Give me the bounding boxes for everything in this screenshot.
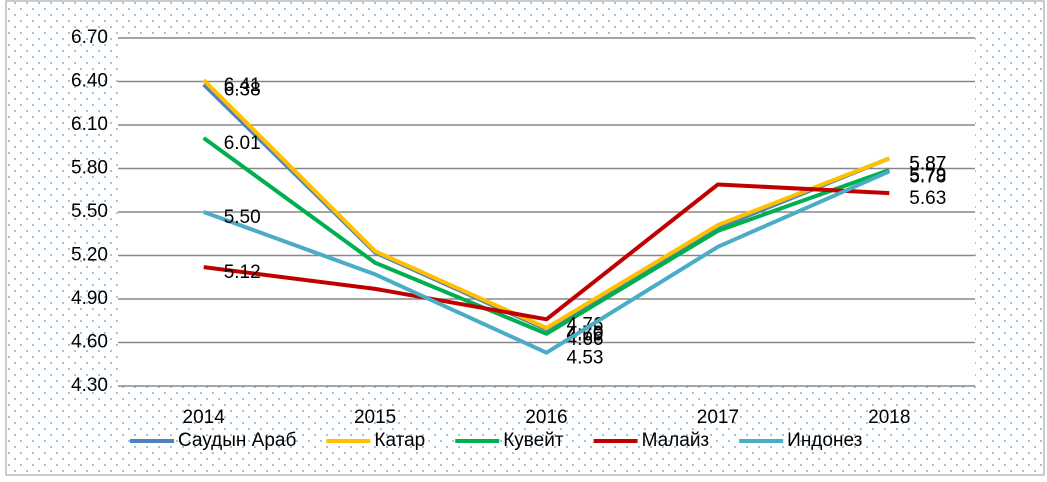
y-tick-label: 5.50 — [71, 201, 108, 222]
legend-label: Саудын Араб — [178, 430, 296, 451]
data-label: 5.87 — [909, 153, 946, 174]
x-tick-label: 2014 — [183, 407, 226, 428]
legend-label: Катар — [374, 430, 425, 451]
x-tick-label: 2015 — [354, 407, 396, 428]
data-label: 4.70 — [567, 323, 604, 344]
y-tick-label: 5.80 — [71, 158, 108, 179]
data-label: 4.69 — [567, 324, 604, 345]
legend-label: Малайз — [642, 430, 710, 451]
x-tick-label: 2016 — [525, 407, 567, 428]
data-label: 5.79 — [909, 165, 946, 186]
data-label: 6.01 — [224, 133, 261, 154]
y-tick-label: 4.90 — [71, 288, 108, 309]
legend-label: Индонез — [787, 430, 862, 451]
data-label: 4.76 — [567, 314, 604, 335]
y-tick-label: 5.20 — [71, 245, 108, 266]
y-tick-label: 6.10 — [71, 114, 108, 135]
y-tick-label: 6.70 — [71, 27, 108, 48]
data-label: 5.50 — [224, 207, 261, 228]
x-tick-label: 2018 — [868, 407, 910, 428]
line — [202, 136, 890, 336]
y-tick-label: 6.40 — [71, 71, 108, 92]
legend-label: Кувейт — [503, 430, 564, 451]
data-label: 6.38 — [224, 79, 261, 100]
data-label: 6.41 — [224, 75, 261, 96]
line — [202, 78, 891, 330]
data-label: 5.12 — [224, 262, 261, 283]
data-label: 4.53 — [567, 348, 604, 369]
line — [203, 182, 890, 322]
data-label: 5.63 — [909, 188, 946, 209]
data-label: 5.78 — [909, 166, 946, 187]
y-tick-label: 4.30 — [71, 375, 108, 396]
y-tick-label: 4.60 — [71, 332, 108, 353]
data-label: 5.87 — [909, 153, 946, 174]
line — [203, 169, 891, 355]
x-tick-label: 2017 — [697, 407, 739, 428]
